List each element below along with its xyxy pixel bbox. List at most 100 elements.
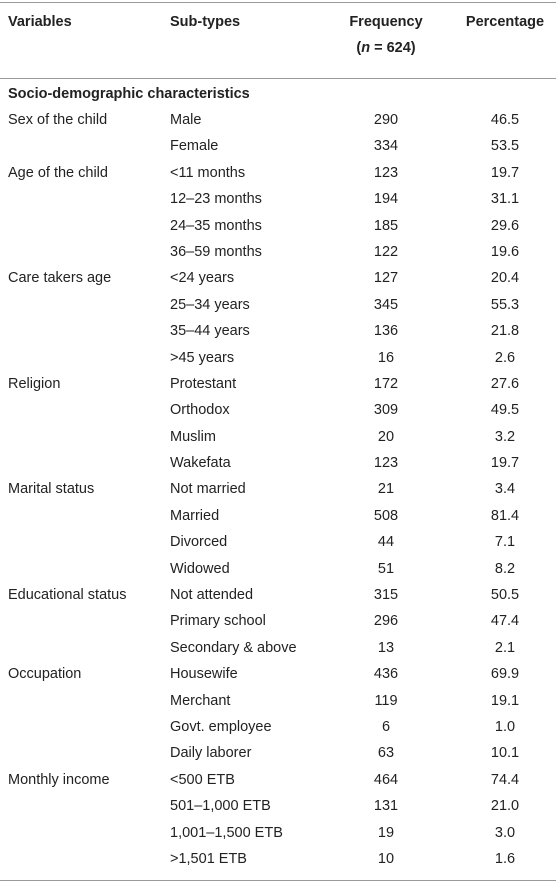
table-row: Monthly income <500 ETB 464 74.4 (0, 767, 556, 793)
table-row: 1,001–1,500 ETB 19 3.0 (0, 820, 556, 846)
row-frequency: 10 (377, 850, 395, 867)
row-frequency: 508 (373, 507, 399, 524)
row-frequency: 131 (373, 798, 399, 815)
row-sub-type: Orthodox (170, 402, 230, 419)
row-sub-type: Secondary & above (170, 639, 297, 656)
row-frequency: 290 (373, 112, 399, 128)
row-frequency: 44 (377, 534, 395, 551)
table-row: 24–35 months 185 29.6 (0, 213, 556, 239)
table-row: Marital status Not married 21 3.4 (0, 476, 556, 502)
header-rule (0, 78, 556, 79)
row-frequency: 345 (373, 296, 399, 313)
row-sub-type: Merchant (170, 692, 231, 709)
row-variable: Monthly income (8, 771, 110, 788)
row-frequency: 123 (373, 455, 399, 472)
row-frequency: 63 (377, 745, 395, 762)
row-percentage: 31.1 (490, 191, 520, 208)
table-row: Muslim 20 3.2 (0, 424, 556, 450)
row-frequency: 51 (377, 560, 395, 577)
row-frequency: 6 (381, 718, 391, 735)
row-percentage: 21.0 (490, 798, 520, 815)
row-percentage: 3.4 (494, 481, 516, 498)
row-percentage: 47.4 (490, 613, 520, 630)
table-row: Age of the child <11 months 123 19.7 (0, 160, 556, 186)
row-sub-type: Married (170, 507, 220, 524)
table-row: Secondary & above 13 2.1 (0, 635, 556, 661)
row-sub-type: Wakefata (170, 455, 231, 472)
row-percentage: 8.2 (494, 560, 516, 577)
row-sub-type: Protestant (170, 375, 237, 392)
row-frequency: 315 (373, 587, 399, 604)
row-sub-type: 12–23 months (170, 191, 262, 208)
row-sub-type: Housewife (170, 666, 238, 683)
table-row: Occupation Housewife 436 69.9 (0, 661, 556, 687)
header-frequency-label: Frequency (349, 14, 423, 30)
table-row: 36–59 months 122 19.6 (0, 239, 556, 265)
row-variable: Sex of the child (8, 112, 108, 128)
table-row: Female 334 53.5 (0, 133, 556, 159)
bottom-rule (0, 880, 556, 881)
row-frequency: 13 (377, 639, 395, 656)
row-percentage: 3.2 (494, 428, 516, 445)
table-row: 35–44 years 136 21.8 (0, 318, 556, 344)
header-percentage: Percentage (465, 14, 545, 30)
row-percentage: 19.7 (490, 164, 520, 181)
row-sub-type: 1,001–1,500 ETB (170, 824, 283, 841)
row-sub-type: Divorced (170, 534, 228, 551)
row-sub-type: >45 years (170, 349, 235, 366)
row-percentage: 19.7 (490, 455, 520, 472)
row-sub-type: 24–35 months (170, 217, 262, 234)
row-sub-type: 25–34 years (170, 296, 250, 313)
row-frequency: 309 (373, 402, 399, 419)
table-row: >1,501 ETB 10 1.6 (0, 846, 556, 872)
row-sub-type: Daily laborer (170, 745, 252, 762)
table-row: Widowed 51 8.2 (0, 556, 556, 582)
row-variable: Educational status (8, 587, 127, 604)
row-sub-type: Muslim (170, 428, 216, 445)
table-row: 25–34 years 345 55.3 (0, 292, 556, 318)
row-variable: Age of the child (8, 164, 108, 181)
header-sub-types: Sub-types (170, 14, 241, 30)
row-frequency: 21 (377, 481, 395, 498)
row-sub-type: Widowed (170, 560, 230, 577)
row-frequency: 185 (373, 217, 399, 234)
row-sub-type: <500 ETB (170, 771, 235, 788)
row-percentage: 2.6 (494, 349, 516, 366)
row-sub-type: Govt. employee (170, 718, 272, 735)
row-sub-type: Primary school (170, 613, 266, 630)
row-frequency: 464 (373, 771, 399, 788)
row-percentage: 74.4 (490, 771, 520, 788)
row-percentage: 29.6 (490, 217, 520, 234)
row-sub-type: Female (170, 138, 219, 155)
row-frequency: 20 (377, 428, 395, 445)
row-percentage: 27.6 (490, 375, 520, 392)
table-row: Religion Protestant 172 27.6 (0, 371, 556, 397)
top-rule (0, 2, 556, 3)
table-row: >45 years 16 2.6 (0, 345, 556, 371)
row-percentage: 46.5 (490, 112, 520, 128)
row-percentage: 2.1 (494, 639, 516, 656)
row-percentage: 7.1 (494, 534, 516, 551)
row-frequency: 127 (373, 270, 399, 287)
row-frequency: 136 (373, 323, 399, 340)
row-percentage: 21.8 (490, 323, 520, 340)
row-percentage: 19.6 (490, 243, 520, 260)
row-frequency: 296 (373, 613, 399, 630)
row-frequency: 19 (377, 824, 395, 841)
header-n-value: = 624) (370, 40, 416, 56)
row-variable: Care takers age (8, 270, 112, 287)
row-sub-type: <11 months (170, 164, 246, 181)
header-n-symbol: n (361, 40, 371, 56)
row-frequency: 436 (373, 666, 399, 683)
row-frequency: 123 (373, 164, 399, 181)
row-frequency: 16 (377, 349, 395, 366)
row-frequency: 119 (374, 692, 398, 709)
row-sub-type: Male (170, 112, 202, 128)
table-row: 501–1,000 ETB 131 21.0 (0, 793, 556, 819)
row-percentage: 53.5 (490, 138, 520, 155)
row-percentage: 1.6 (494, 850, 516, 867)
header-frequency: Frequency (n = 624) (320, 9, 452, 61)
table-row: Merchant 119 19.1 (0, 688, 556, 714)
row-frequency: 172 (373, 375, 399, 392)
